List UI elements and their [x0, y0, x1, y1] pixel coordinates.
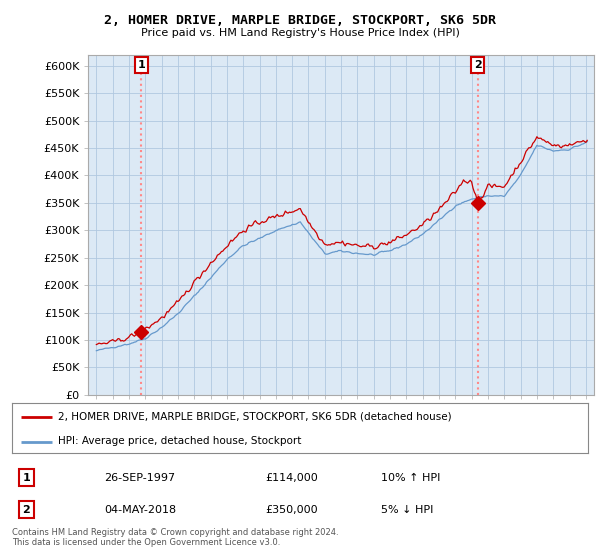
Text: 1: 1 — [23, 473, 30, 483]
Text: 5% ↓ HPI: 5% ↓ HPI — [380, 505, 433, 515]
Text: Contains HM Land Registry data © Crown copyright and database right 2024.
This d: Contains HM Land Registry data © Crown c… — [12, 528, 338, 547]
Text: 2: 2 — [474, 60, 482, 70]
Text: Price paid vs. HM Land Registry's House Price Index (HPI): Price paid vs. HM Land Registry's House … — [140, 28, 460, 38]
Text: 2, HOMER DRIVE, MARPLE BRIDGE, STOCKPORT, SK6 5DR (detached house): 2, HOMER DRIVE, MARPLE BRIDGE, STOCKPORT… — [58, 412, 452, 422]
Text: 2, HOMER DRIVE, MARPLE BRIDGE, STOCKPORT, SK6 5DR: 2, HOMER DRIVE, MARPLE BRIDGE, STOCKPORT… — [104, 14, 496, 27]
Text: £350,000: £350,000 — [265, 505, 318, 515]
Text: £114,000: £114,000 — [265, 473, 318, 483]
Text: 1: 1 — [137, 60, 145, 70]
Text: 2: 2 — [23, 505, 30, 515]
Text: 04-MAY-2018: 04-MAY-2018 — [104, 505, 176, 515]
Text: HPI: Average price, detached house, Stockport: HPI: Average price, detached house, Stoc… — [58, 436, 301, 446]
Text: 10% ↑ HPI: 10% ↑ HPI — [380, 473, 440, 483]
Text: 26-SEP-1997: 26-SEP-1997 — [104, 473, 175, 483]
